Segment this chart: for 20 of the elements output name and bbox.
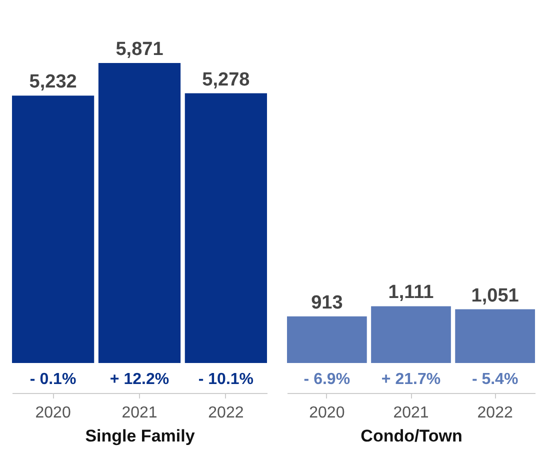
text: + 12.2% — [110, 371, 170, 388]
text: - 10.1% — [198, 371, 254, 388]
x-axis-title: Condo/Town — [360, 426, 462, 446]
x-tick-label: 2021 — [122, 404, 158, 422]
x-tick-label: 2021 — [393, 404, 429, 422]
data-label: 5,871 — [116, 39, 164, 60]
x-axis-title: Single Family — [85, 426, 196, 446]
x-tick-label: 2020 — [35, 404, 71, 422]
text: - 6.9% — [304, 371, 350, 388]
text: + 21.7% — [381, 371, 441, 388]
data-label: 1,111 — [388, 282, 434, 304]
x-tick-label: 2020 — [309, 404, 345, 422]
data-label: 1,051 — [471, 285, 520, 306]
x-tick-label: 2022 — [477, 404, 513, 422]
text: - 0.1% — [30, 371, 76, 388]
data-label: 913 — [311, 292, 343, 314]
x-tick-label: 2022 — [208, 404, 244, 422]
data-label: 5,232 — [29, 72, 77, 93]
data-label: 5,278 — [202, 69, 250, 90]
text: - 5.4% — [472, 371, 518, 388]
